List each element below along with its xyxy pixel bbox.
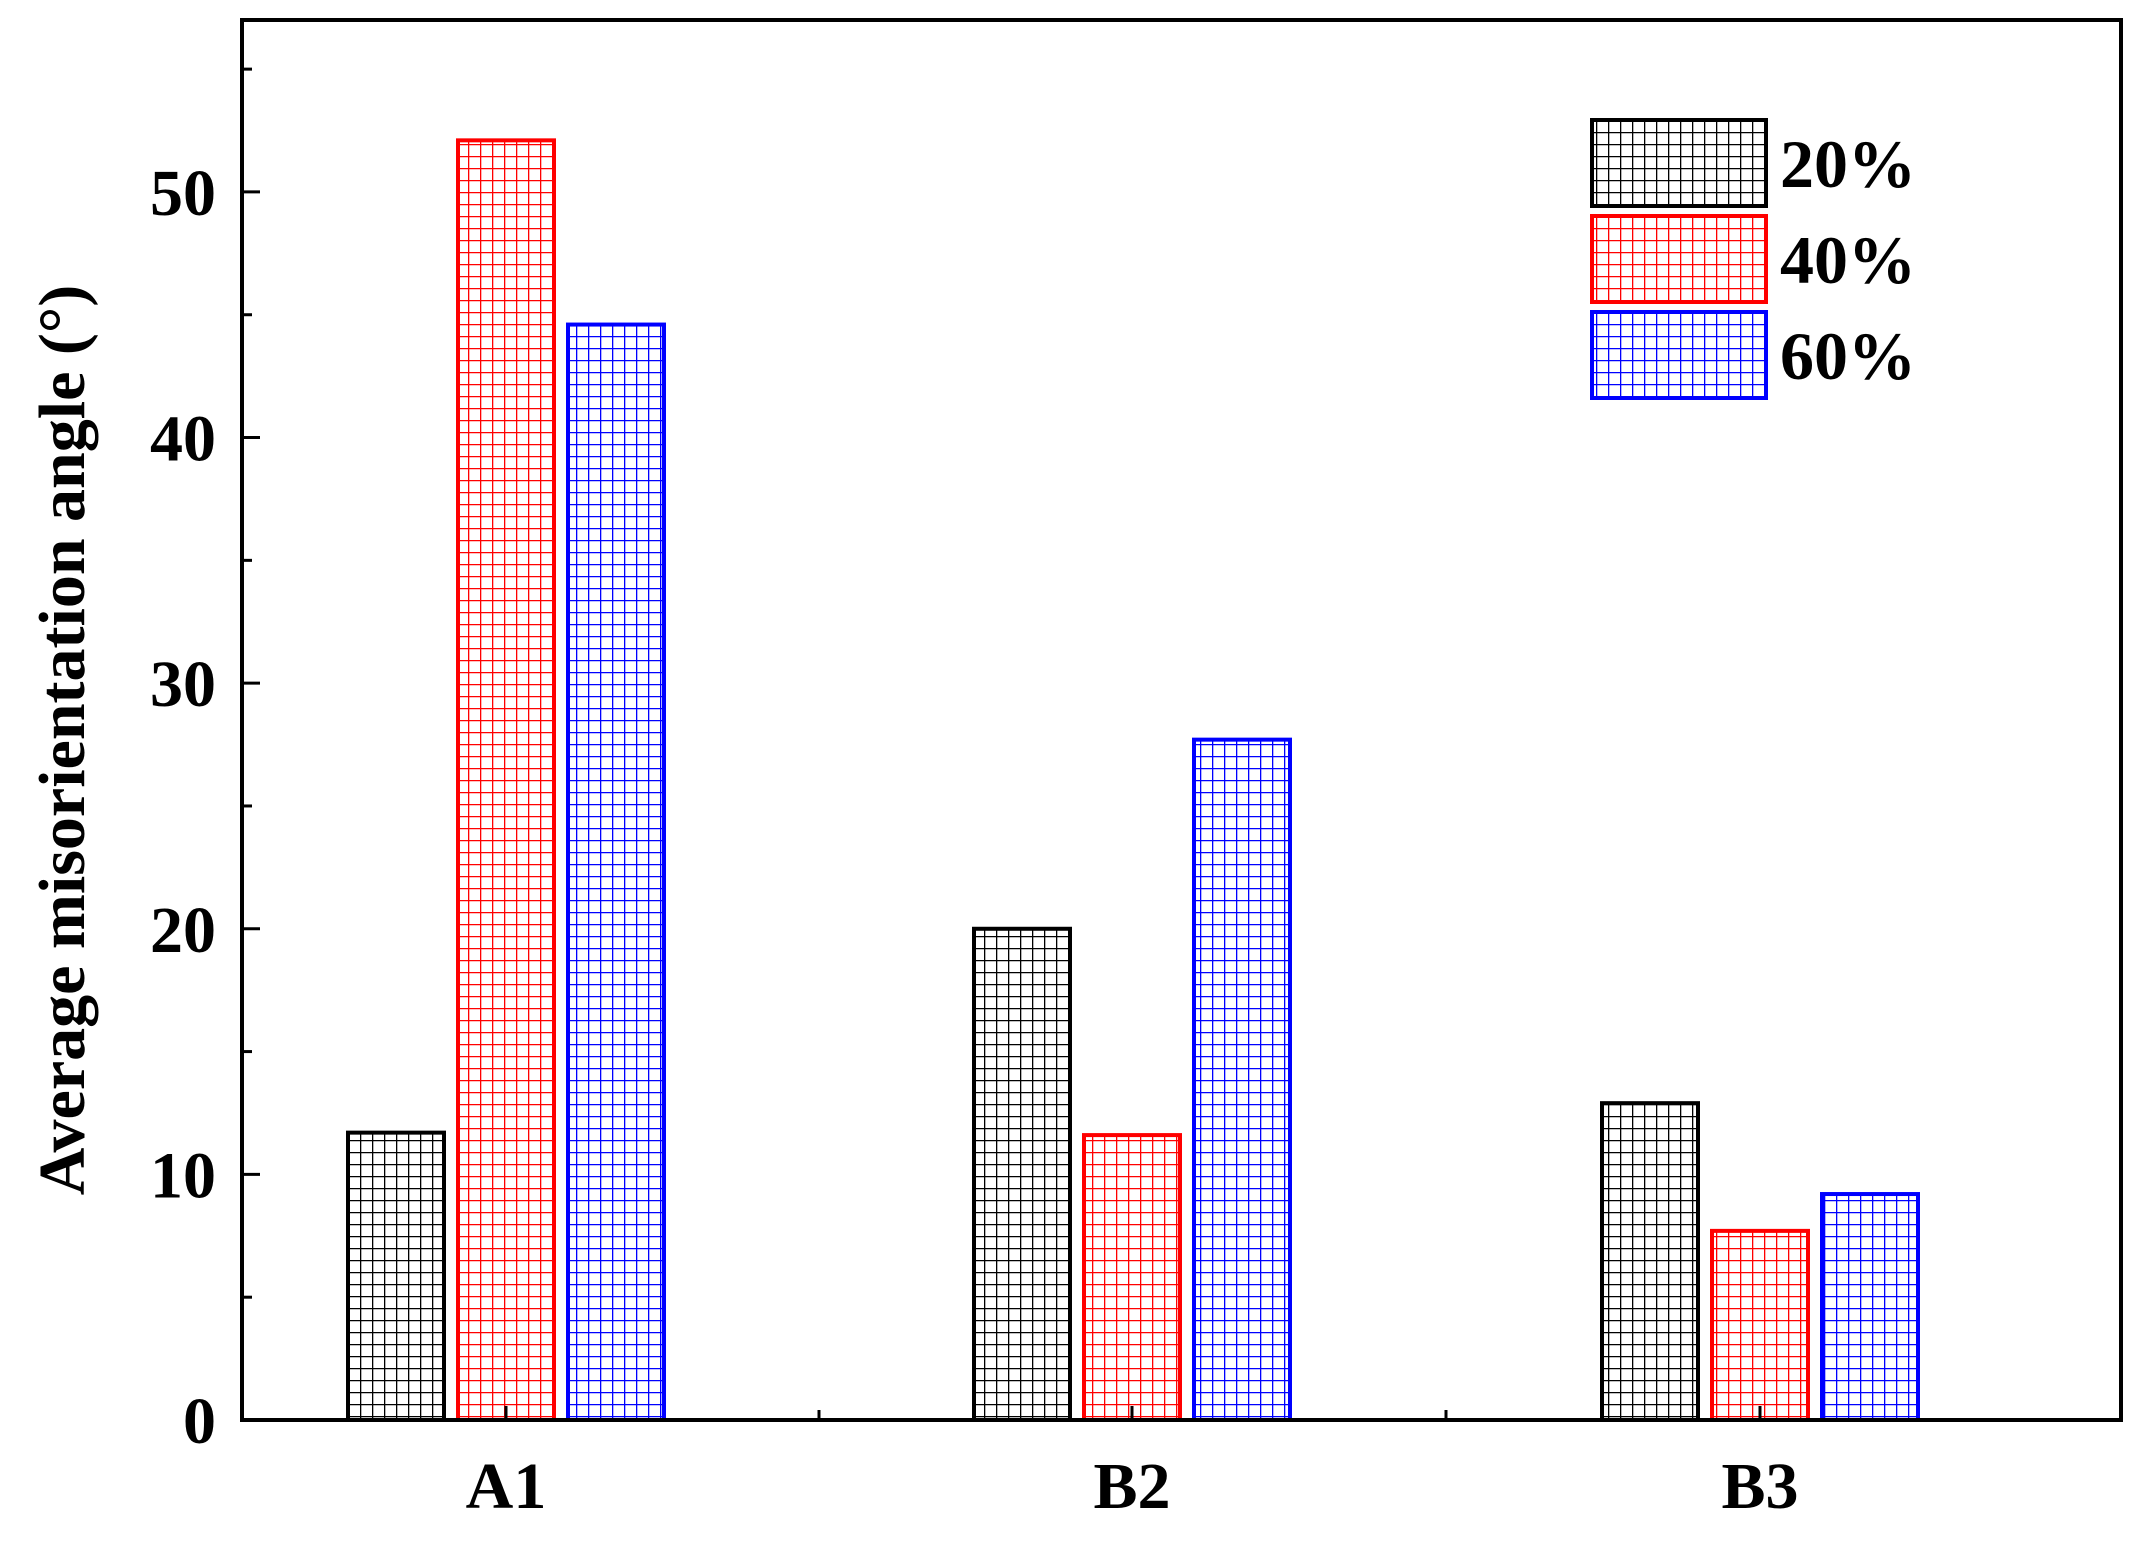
bar-b2-40pct xyxy=(1082,1133,1182,1423)
y-tick-label: 0 xyxy=(183,1385,216,1458)
legend-label: 60% xyxy=(1780,318,1916,394)
legend-label: 20% xyxy=(1780,126,1916,202)
y-tick-label: 30 xyxy=(150,648,216,721)
bar-a1-40pct xyxy=(456,138,556,1423)
legend-swatch-20pct xyxy=(1590,118,1768,208)
y-tick-label: 40 xyxy=(150,403,216,476)
plot-frame xyxy=(240,18,2123,1422)
legend-label: 40% xyxy=(1780,222,1916,298)
bar-a1-60pct xyxy=(566,322,666,1422)
y-tick-label: 20 xyxy=(150,894,216,967)
legend-swatch-60pct xyxy=(1590,310,1768,400)
bar-b3-20pct xyxy=(1600,1101,1700,1422)
x-tick-label: B3 xyxy=(1721,1450,1798,1523)
y-tick-label: 50 xyxy=(150,157,216,230)
y-axis-title: Average misorientation angle (°) xyxy=(26,285,99,1195)
bar-b2-20pct xyxy=(972,926,1072,1422)
bar-b2-60pct xyxy=(1192,737,1292,1422)
bar-b3-40pct xyxy=(1710,1228,1810,1422)
bar-a1-20pct xyxy=(346,1130,446,1422)
y-tick-label: 10 xyxy=(150,1139,216,1212)
legend: 20% 40% 60% xyxy=(1590,118,1916,400)
legend-swatch-40pct xyxy=(1590,214,1768,304)
x-tick-label: A1 xyxy=(466,1450,547,1523)
bar-b3-60pct xyxy=(1820,1192,1920,1422)
x-tick-label: B2 xyxy=(1093,1450,1170,1523)
